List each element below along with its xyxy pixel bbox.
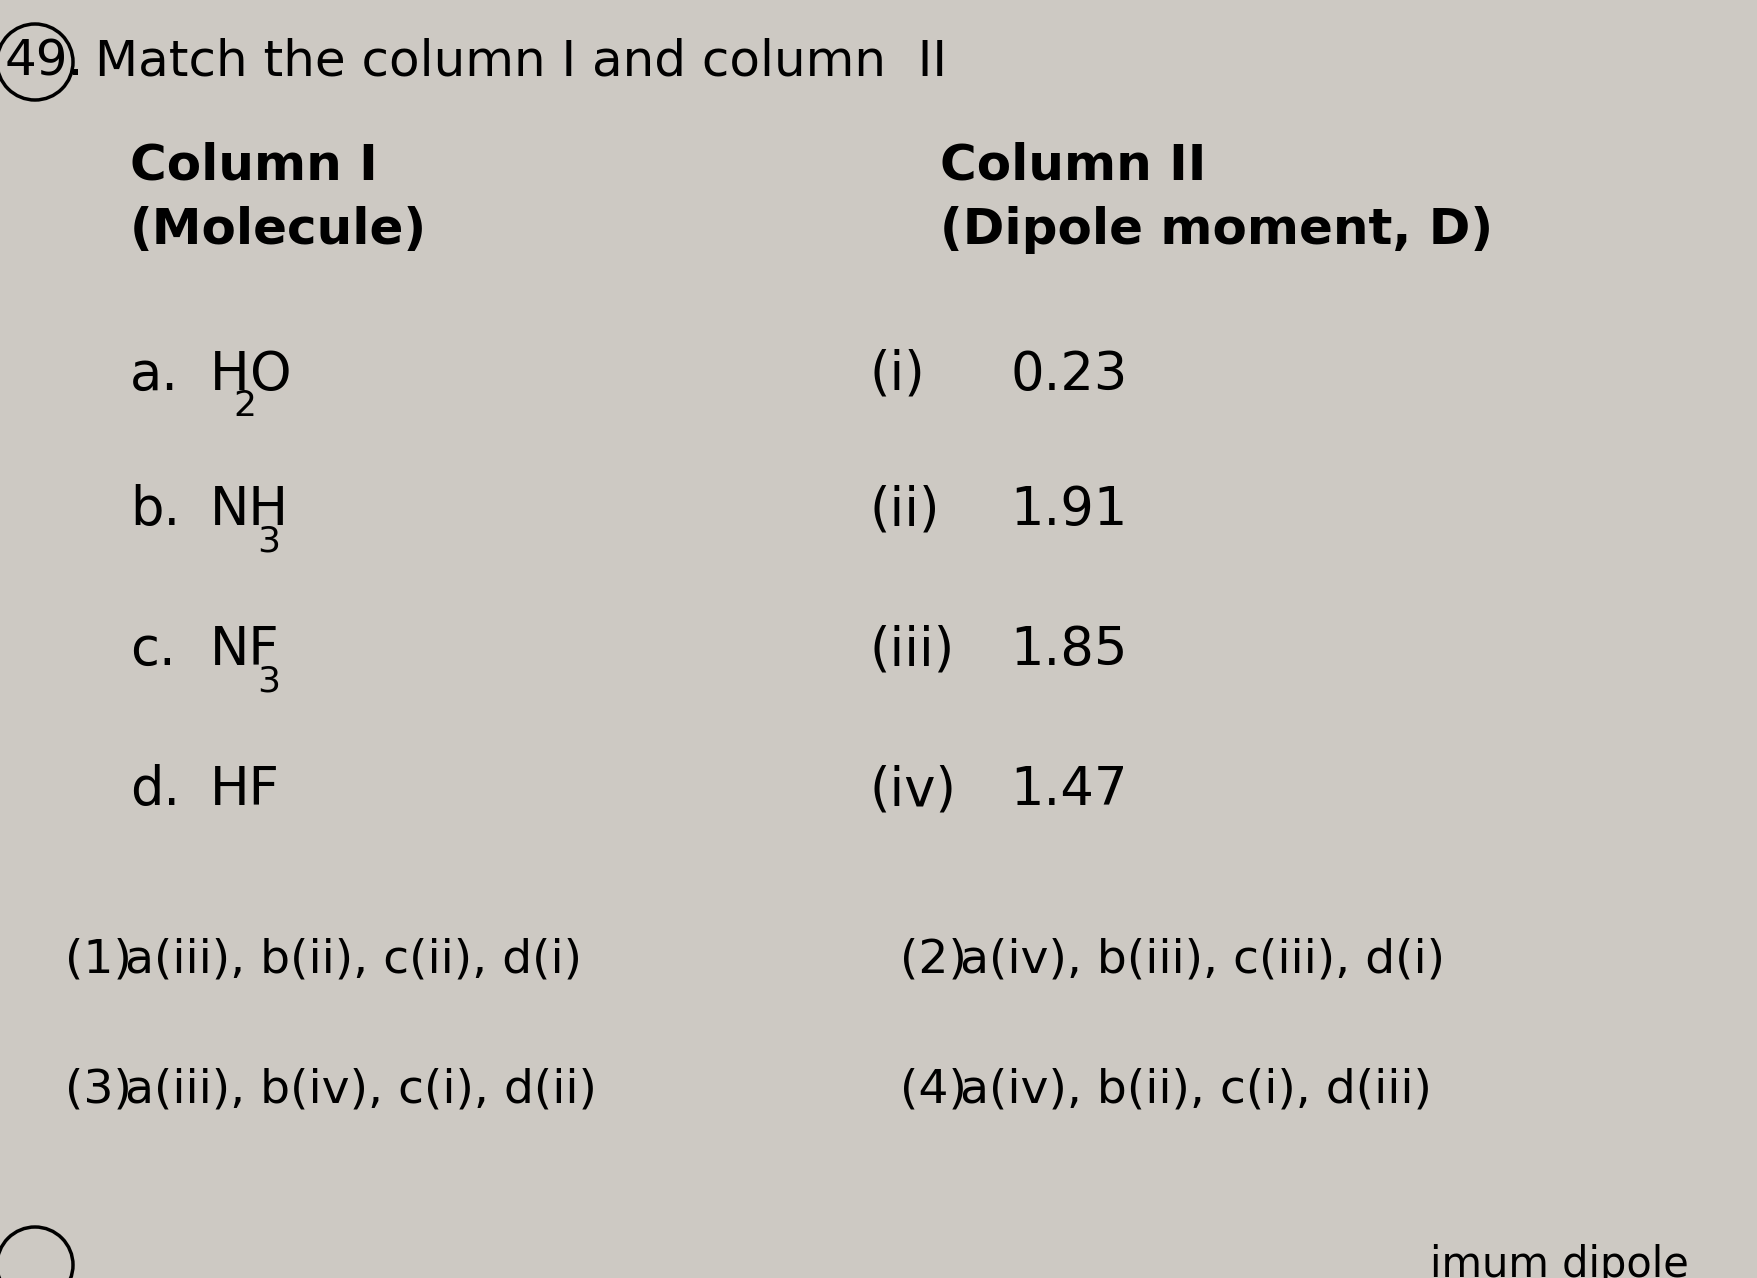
Text: (2): (2) bbox=[900, 938, 966, 983]
Text: Match the column I and column  II: Match the column I and column II bbox=[95, 38, 947, 86]
Text: a(iv), b(iii), c(iii), d(i): a(iv), b(iii), c(iii), d(i) bbox=[959, 938, 1444, 983]
Text: NF: NF bbox=[211, 624, 279, 676]
Text: (4): (4) bbox=[900, 1067, 966, 1113]
Text: a.: a. bbox=[130, 349, 179, 401]
Text: a(iii), b(iv), c(i), d(ii): a(iii), b(iv), c(i), d(ii) bbox=[125, 1067, 597, 1113]
Text: 2: 2 bbox=[234, 389, 257, 423]
Text: a(iii), b(ii), c(ii), d(i): a(iii), b(ii), c(ii), d(i) bbox=[125, 938, 582, 983]
Text: a(iv), b(ii), c(i), d(iii): a(iv), b(ii), c(i), d(iii) bbox=[959, 1067, 1432, 1113]
Text: 1.91: 1.91 bbox=[1010, 484, 1128, 535]
Text: 3: 3 bbox=[257, 524, 279, 558]
Text: (3): (3) bbox=[65, 1067, 132, 1113]
Text: (iii): (iii) bbox=[870, 624, 956, 676]
Text: HF: HF bbox=[211, 764, 279, 815]
Text: c.: c. bbox=[130, 624, 176, 676]
Text: (Molecule): (Molecule) bbox=[130, 206, 427, 254]
Text: Column I: Column I bbox=[130, 141, 378, 189]
Text: (Dipole moment, D): (Dipole moment, D) bbox=[940, 206, 1493, 254]
Text: d.: d. bbox=[130, 764, 181, 815]
Text: (i): (i) bbox=[870, 349, 926, 401]
Text: (1): (1) bbox=[65, 938, 132, 983]
Text: 49.: 49. bbox=[5, 38, 84, 86]
Text: NH: NH bbox=[211, 484, 288, 535]
Text: (iv): (iv) bbox=[870, 764, 958, 815]
Text: imum dipole: imum dipole bbox=[1430, 1243, 1688, 1278]
Text: H: H bbox=[211, 349, 249, 401]
Text: Column II: Column II bbox=[940, 141, 1207, 189]
Text: 1.47: 1.47 bbox=[1010, 764, 1128, 815]
Text: 1.85: 1.85 bbox=[1010, 624, 1128, 676]
Text: 3: 3 bbox=[257, 665, 279, 698]
Text: O: O bbox=[251, 349, 292, 401]
Text: b.: b. bbox=[130, 484, 181, 535]
Text: (ii): (ii) bbox=[870, 484, 940, 535]
Text: 0.23: 0.23 bbox=[1010, 349, 1128, 401]
